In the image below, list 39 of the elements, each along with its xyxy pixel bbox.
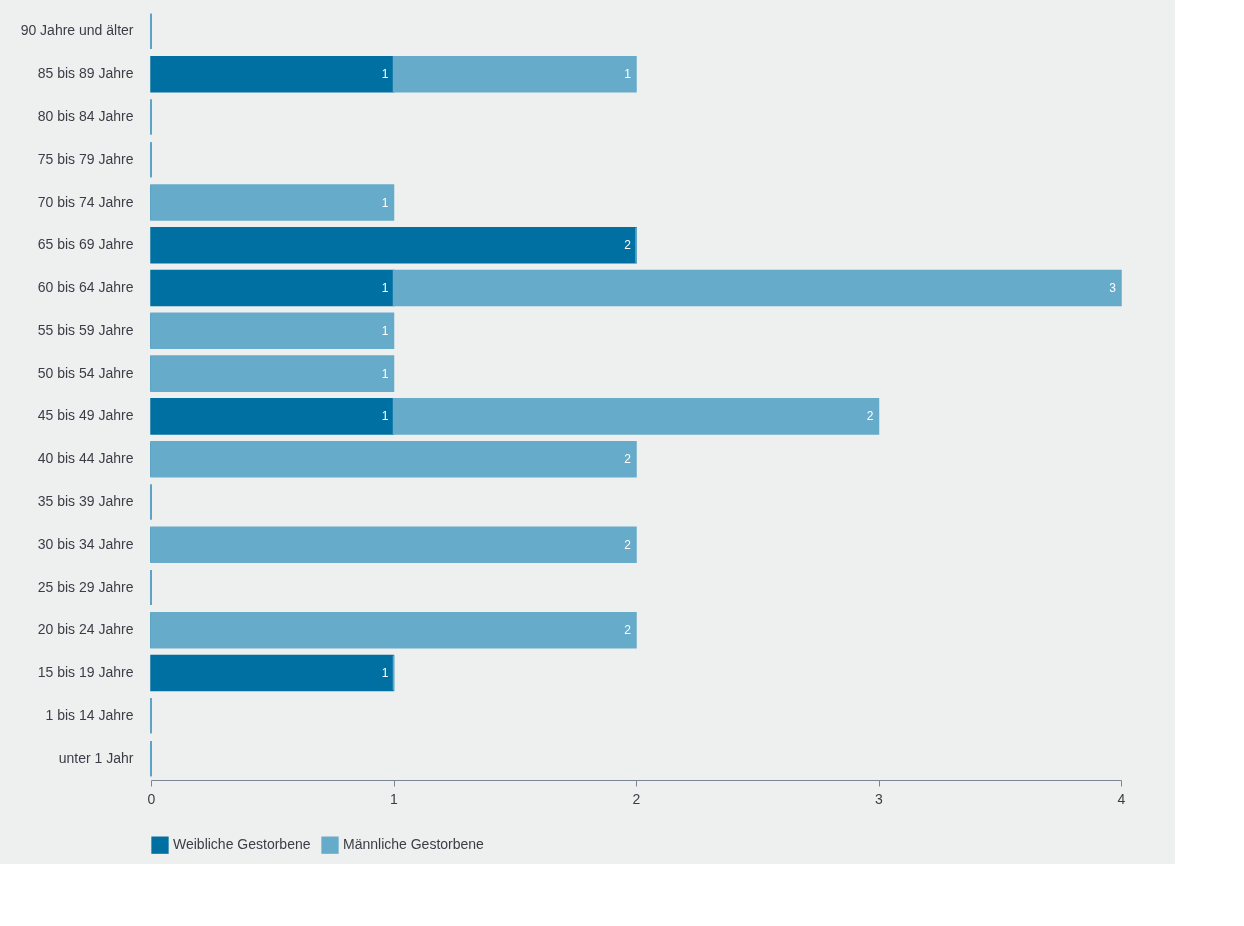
y-tick-label: 50 bis 54 Jahre xyxy=(37,364,134,381)
data-label: 3 xyxy=(1109,281,1117,296)
y-tick-label: 30 bis 34 Jahre xyxy=(37,535,134,552)
data-label: 1 xyxy=(624,67,632,82)
y-tick-label: 90 Jahre und älter xyxy=(20,22,134,39)
y-tick-label: unter 1 Jahr xyxy=(58,749,134,766)
y-tick-label: 35 bis 39 Jahre xyxy=(37,492,134,509)
y-tick-label: 1 bis 14 Jahre xyxy=(45,706,134,723)
y-tick-label: 20 bis 24 Jahre xyxy=(37,621,134,638)
x-tick-label: 3 xyxy=(875,790,884,807)
legend-label: Männliche Gestorbene xyxy=(343,836,485,853)
data-label: 1 xyxy=(381,323,389,338)
x-tick-label: 1 xyxy=(390,790,399,807)
y-tick-label: 60 bis 64 Jahre xyxy=(37,279,134,296)
y-tick-label: 80 bis 84 Jahre xyxy=(37,107,134,124)
y-tick-label: 15 bis 19 Jahre xyxy=(37,664,134,681)
data-label: 2 xyxy=(624,623,632,638)
y-tick-label: 65 bis 69 Jahre xyxy=(37,236,134,253)
data-label: 1 xyxy=(381,195,389,210)
data-label: 1 xyxy=(381,67,389,82)
x-tick-label: 4 xyxy=(1117,790,1126,807)
data-label: 1 xyxy=(381,281,389,296)
x-tick-label: 0 xyxy=(147,790,156,807)
data-label: 2 xyxy=(866,409,874,424)
x-tick-label: 2 xyxy=(632,790,641,807)
y-tick-label: 55 bis 59 Jahre xyxy=(37,321,134,338)
y-tick-label: 45 bis 49 Jahre xyxy=(37,407,134,424)
data-label: 1 xyxy=(381,366,389,381)
y-tick-label: 25 bis 29 Jahre xyxy=(37,578,134,595)
data-label: 2 xyxy=(624,238,632,253)
data-label: 2 xyxy=(624,537,632,552)
y-tick-label: 75 bis 79 Jahre xyxy=(37,150,134,167)
data-label: 2 xyxy=(624,452,632,467)
y-tick-label: 85 bis 89 Jahre xyxy=(37,65,134,82)
data-label: 1 xyxy=(381,409,389,424)
data-label: 1 xyxy=(381,666,389,681)
y-tick-label: 40 bis 44 Jahre xyxy=(37,450,134,467)
legend-label: Weibliche Gestorbene xyxy=(173,836,311,853)
y-tick-label: 70 bis 74 Jahre xyxy=(37,193,134,210)
